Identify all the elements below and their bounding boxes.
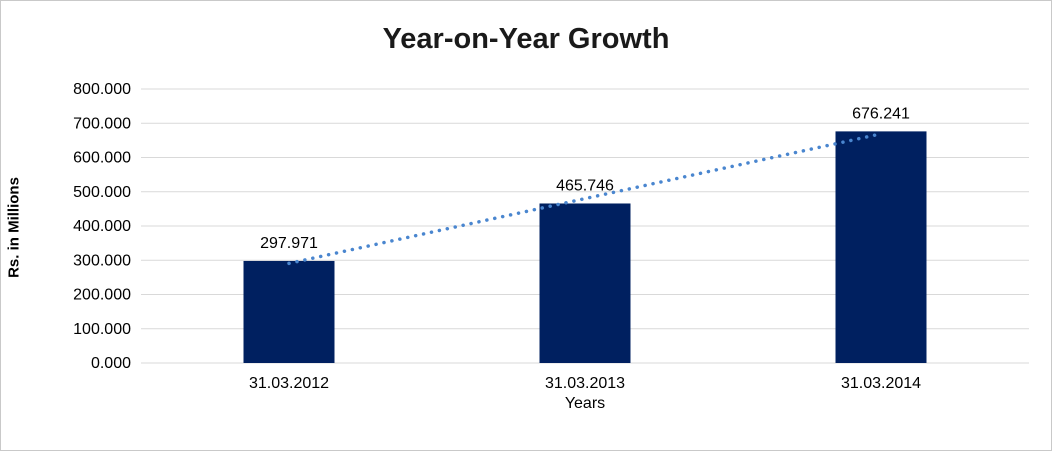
y-tick-label: 400.000 <box>73 218 131 235</box>
bar-value-label: 297.971 <box>260 235 318 252</box>
bar-value-label: 465.746 <box>556 177 614 194</box>
y-tick-label: 800.000 <box>73 81 131 98</box>
x-axis-title: Years <box>564 395 606 412</box>
chart-title: Year-on-Year Growth <box>382 23 670 55</box>
x-tick-label: 31.03.2014 <box>841 375 921 392</box>
bar <box>835 131 927 363</box>
y-tick-label: 600.000 <box>73 150 131 167</box>
x-tick-label: 31.03.2012 <box>249 375 329 392</box>
bar <box>243 260 335 363</box>
bar-value-label: 676.241 <box>852 105 910 122</box>
y-tick-label: 100.000 <box>73 321 131 338</box>
y-tick-label: 500.000 <box>73 184 131 201</box>
y-tick-label: 0.000 <box>91 355 131 372</box>
y-tick-label: 200.000 <box>73 287 131 304</box>
bar <box>539 203 631 363</box>
y-tick-label: 300.000 <box>73 252 131 269</box>
x-tick-label: 31.03.2013 <box>545 375 625 392</box>
y-tick-label: 700.000 <box>73 115 131 132</box>
